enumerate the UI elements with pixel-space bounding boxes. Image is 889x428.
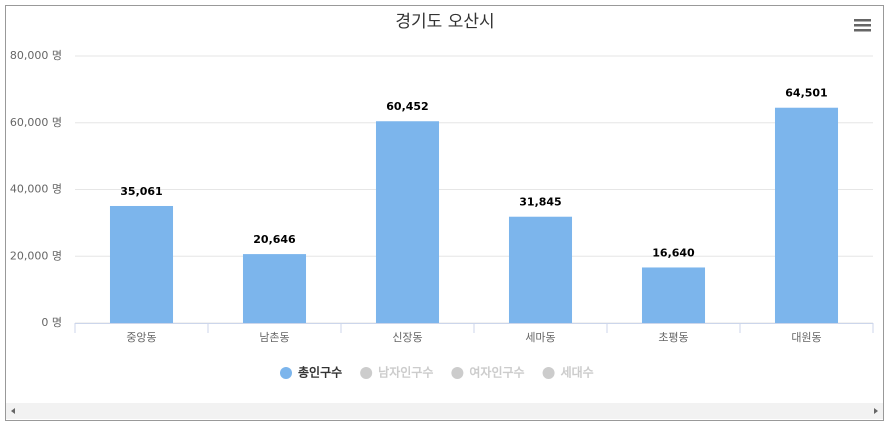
data-label: 20,646 [253,233,296,246]
y-tick-label: 0 명 [41,316,62,329]
bar [774,107,839,324]
legend-item[interactable]: 남자인구수 [378,365,433,380]
menu-button[interactable] [854,19,871,32]
x-tick-label: 대원동 [791,331,821,344]
data-label: 16,640 [652,246,695,259]
scroll-right [874,408,878,414]
bar [242,254,307,323]
menu-line [854,29,871,32]
data-label: 64,501 [785,87,827,100]
scroll-track [6,403,883,419]
y-tick-label: 60,000 명 [10,116,62,129]
y-tick-label: 40,000 명 [10,183,62,196]
data-label: 31,845 [519,196,561,209]
legend-symbol[interactable] [280,367,292,379]
scroll-left [11,408,15,414]
legend-symbol[interactable] [360,367,373,379]
data-label: 60,452 [386,100,428,113]
x-tick-label: 중앙동 [126,331,156,344]
scrollbar[interactable] [6,403,883,419]
data-label: 35,061 [120,185,162,198]
x-tick-label: 신장동 [392,331,422,344]
bar [508,216,573,323]
menu-line [854,24,871,27]
legend-symbol[interactable] [451,367,464,379]
y-tick-label: 80,000 명 [10,49,62,62]
x-tick-label: 초평동 [658,331,688,344]
legend-item[interactable]: 총인구수 [298,365,342,380]
legend-item[interactable]: 세대수 [561,365,594,380]
bar [641,267,706,323]
legend-item[interactable]: 여자인구수 [469,365,524,380]
bar [109,205,174,323]
x-tick-label: 세마동 [525,331,555,344]
bar [375,121,440,323]
chart-title: 경기도 오산시 [395,12,494,32]
x-tick-label: 남촌동 [259,331,289,344]
legend-symbol[interactable] [542,367,555,379]
menu-line [854,19,871,22]
y-tick-label: 20,000 명 [10,249,62,262]
